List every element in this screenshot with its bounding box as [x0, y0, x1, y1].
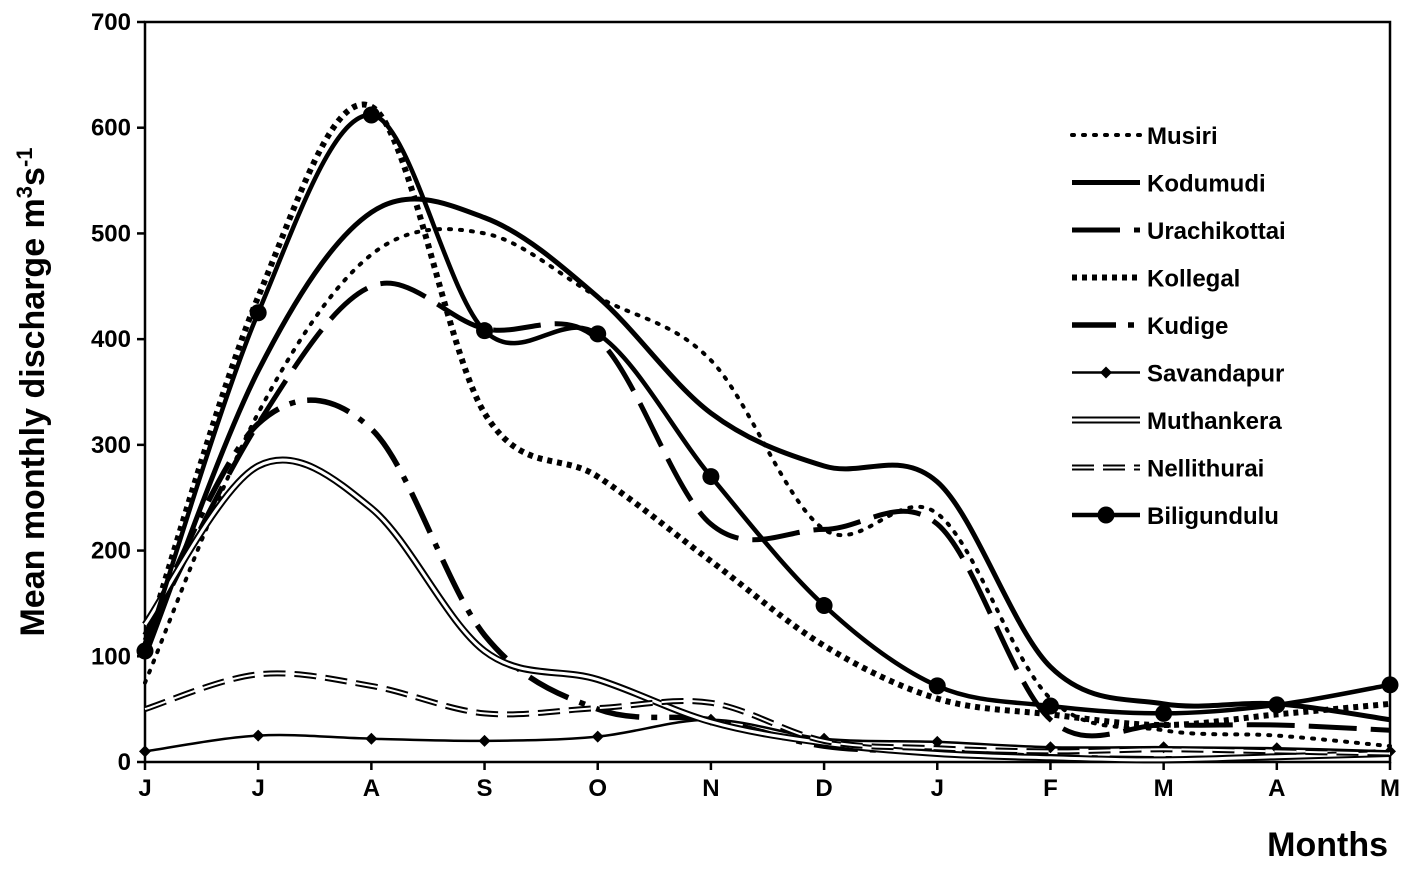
x-tick-label: J [252, 775, 265, 802]
series-musiri [145, 229, 1390, 746]
series-savandapur-point [139, 745, 151, 757]
series-biligundulu-point [1155, 705, 1172, 722]
x-tick-label: D [815, 775, 832, 802]
y-tick-label: 300 [91, 432, 131, 459]
y-axis-title-sup1: 3 [12, 186, 37, 198]
legend-label: Kollegal [1147, 266, 1240, 293]
y-tick-label: 700 [91, 9, 131, 36]
series-biligundulu-point [929, 677, 946, 694]
legend-label: Kodumudi [1147, 171, 1266, 198]
series-biligundulu-point [476, 322, 493, 339]
series-biligundulu-legend-point [1098, 507, 1115, 524]
y-tick-label: 100 [91, 643, 131, 670]
series-savandapur-point [479, 735, 491, 747]
x-tick-label: J [138, 775, 151, 802]
series-musiri-line [145, 229, 1390, 746]
series-savandapur-point [592, 731, 604, 743]
series-biligundulu-point [137, 643, 154, 660]
legend-label: Kudige [1147, 313, 1228, 340]
legend-item-nellithurai: Nellithurai [1072, 456, 1264, 483]
x-tick-label: A [363, 775, 380, 802]
x-tick-label: M [1154, 775, 1174, 802]
x-tick-label: J [931, 775, 944, 802]
series-biligundulu-point [589, 325, 606, 342]
x-tick-label: A [1268, 775, 1285, 802]
series-biligundulu-point [1268, 696, 1285, 713]
legend-item-kodumudi: Kodumudi [1072, 171, 1266, 198]
legend-label: Muthankera [1147, 408, 1282, 435]
y-tick-label: 600 [91, 115, 131, 142]
y-tick-label: 200 [91, 538, 131, 565]
legend-label: Urachikottai [1147, 218, 1286, 245]
series-savandapur-point [365, 733, 377, 745]
legend-item-muthankera: Muthankera [1072, 408, 1282, 435]
series-biligundulu-point [816, 597, 833, 614]
series-biligundulu-point [363, 107, 380, 124]
legend-item-musiri: Musiri [1072, 123, 1218, 150]
legend-label: Musiri [1147, 123, 1218, 150]
x-tick-label: N [702, 775, 719, 802]
y-axis-title-main: Mean monthly discharge m [14, 198, 52, 636]
legend-label: Biligundulu [1147, 503, 1279, 530]
legend-label: Savandapur [1147, 361, 1284, 388]
legend-item-urachikottai: Urachikottai [1072, 218, 1286, 245]
series-biligundulu-point [702, 468, 719, 485]
x-tick-label: S [477, 775, 493, 802]
legend-item-biligundulu: Biligundulu [1072, 503, 1279, 530]
y-tick-label: 500 [91, 220, 131, 247]
legend: Musiri Kodumudi Urachikottai Kollegal Kudige… [1072, 123, 1286, 530]
y-axis-title: Mean monthly discharge m3s-1 [12, 147, 52, 636]
y-tick-label: 400 [91, 326, 131, 353]
x-tick-label: O [588, 775, 607, 802]
y-tick-label: 0 [118, 749, 131, 776]
series-biligundulu-point [1042, 697, 1059, 714]
y-axis-title-sup2: -1 [12, 147, 37, 167]
legend-item-savandapur: Savandapur [1072, 361, 1284, 388]
y-axis: 0 100 200 300 400 500 600 700 [91, 9, 145, 776]
series-biligundulu-point [250, 304, 267, 321]
legend-label: Nellithurai [1147, 456, 1264, 483]
series-biligundulu-point [1382, 676, 1399, 693]
series-savandapur-legend-point [1100, 367, 1112, 379]
y-axis-title-mid: s [14, 167, 52, 186]
legend-item-kudige: Kudige [1072, 313, 1228, 340]
legend-item-kollegal: Kollegal [1072, 266, 1240, 293]
series-savandapur-point [252, 730, 264, 742]
x-tick-label: M [1380, 775, 1400, 802]
x-axis-title: Months [1267, 826, 1388, 864]
x-tick-label: F [1043, 775, 1058, 802]
